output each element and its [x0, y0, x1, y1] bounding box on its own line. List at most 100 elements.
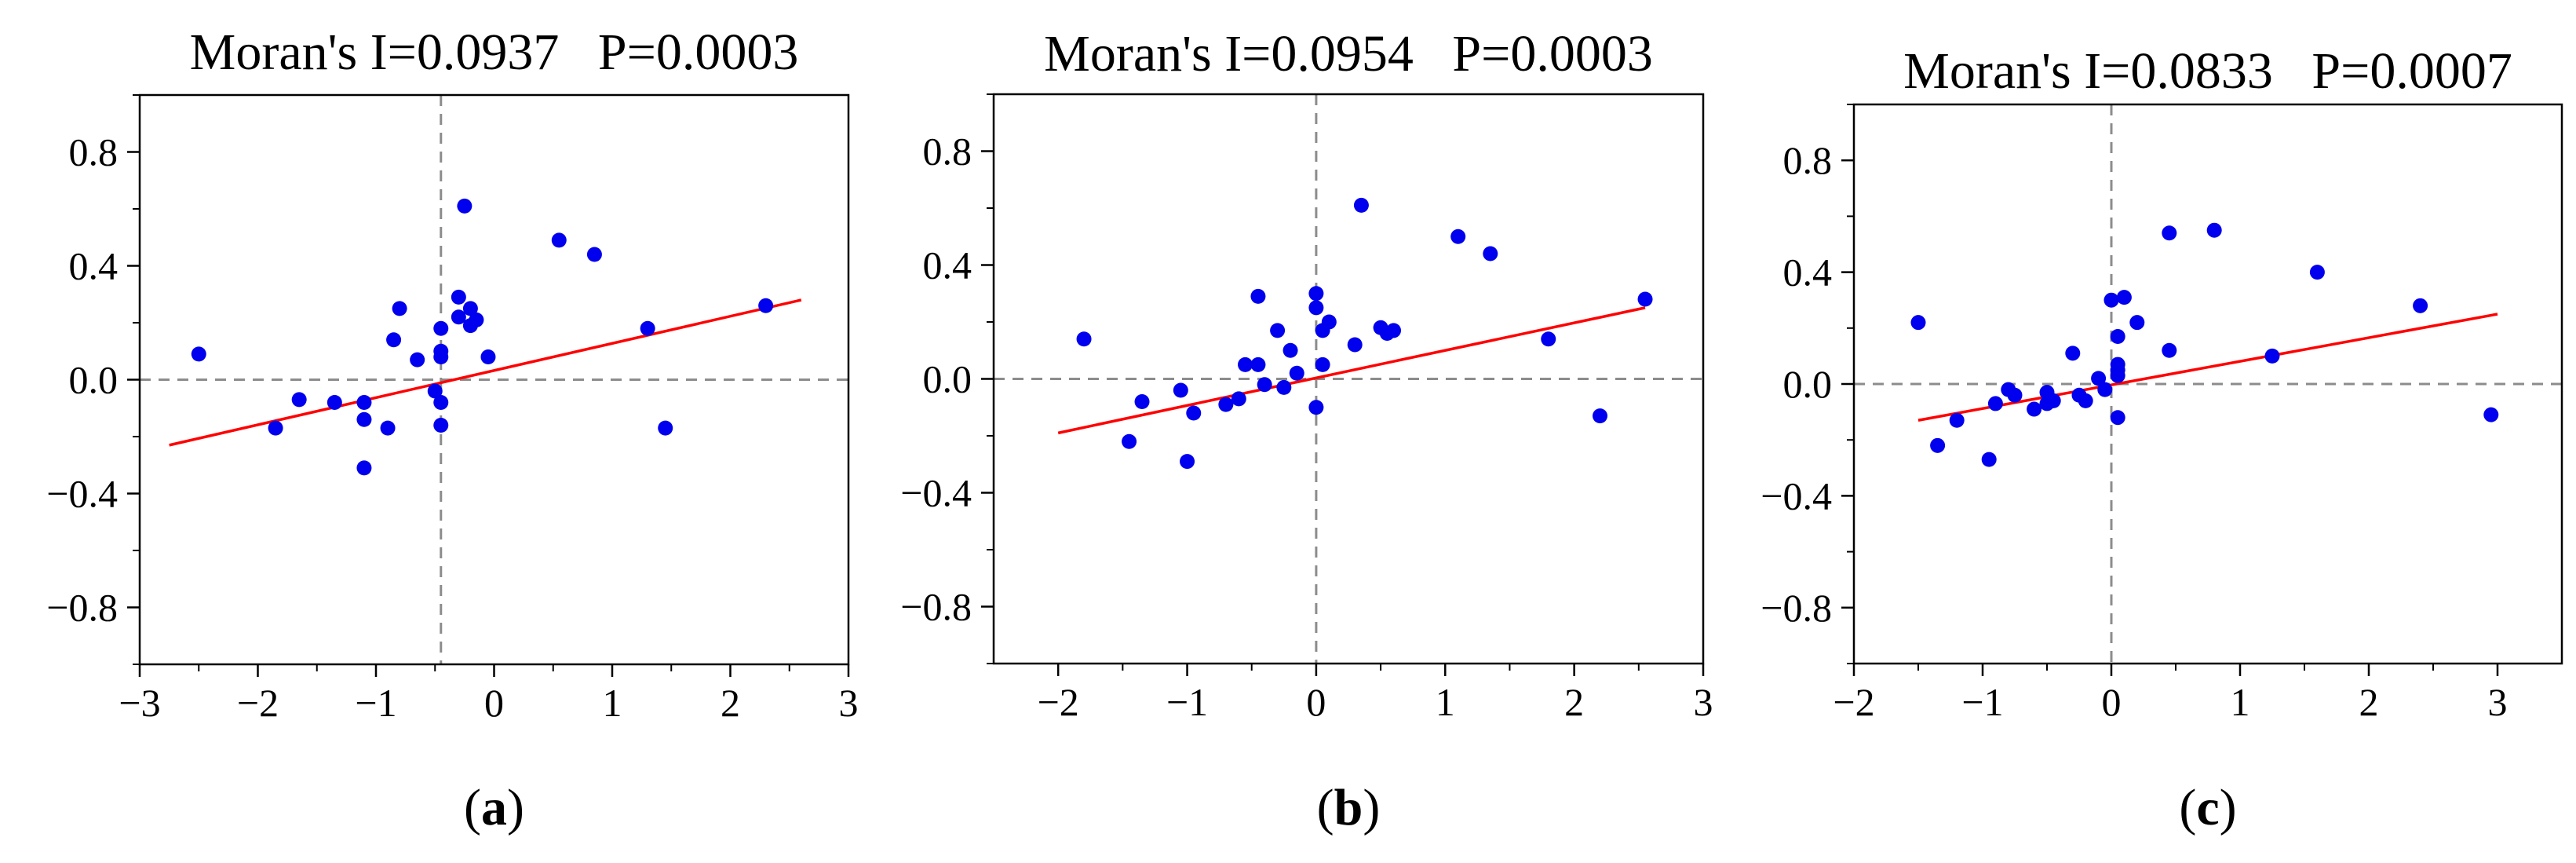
data-point — [1308, 300, 1324, 316]
panel-label: (b) — [1317, 779, 1381, 836]
panel-label-paren-close: ) — [2220, 779, 2237, 836]
data-point — [433, 320, 449, 336]
data-point — [2413, 298, 2428, 313]
data-point — [1289, 365, 1304, 381]
y-tick-label: −0.4 — [1761, 474, 1832, 517]
data-point — [2078, 393, 2093, 408]
plot-frame — [1852, 103, 2563, 665]
data-point — [1981, 452, 1997, 467]
data-point — [1180, 454, 1195, 470]
data-point — [2110, 357, 2125, 372]
data-point — [1353, 197, 1369, 213]
panel-label-letter: c — [2196, 779, 2219, 836]
data-point — [1134, 394, 1150, 409]
data-point — [1186, 405, 1202, 421]
panel-label-paren-close: ) — [1363, 779, 1380, 836]
x-tick-label: 3 — [2488, 680, 2508, 724]
data-point — [2007, 387, 2023, 403]
y-tick-label: 0.4 — [923, 243, 972, 287]
x-tick-label: 1 — [1436, 680, 1455, 724]
x-tick-label: −1 — [1166, 680, 1208, 724]
data-point — [480, 349, 496, 364]
x-tick-label: −1 — [355, 681, 396, 725]
data-point — [356, 395, 372, 410]
plot-frame — [138, 93, 850, 666]
data-point — [1321, 314, 1337, 330]
data-point — [1250, 288, 1266, 304]
x-tick-label: 1 — [2231, 680, 2250, 724]
data-point — [462, 301, 478, 316]
x-tick-label: 0 — [2102, 680, 2122, 724]
data-point — [427, 383, 443, 399]
data-point — [268, 420, 283, 436]
y-tick-label: 0.8 — [1783, 138, 1833, 182]
data-point — [2065, 346, 2081, 361]
data-point — [658, 420, 673, 436]
data-point — [1386, 323, 1402, 338]
data-point — [1315, 357, 1330, 372]
regression-line — [1057, 306, 1646, 435]
data-point — [191, 346, 206, 362]
data-point — [1270, 323, 1286, 338]
x-tick-label: −2 — [1038, 680, 1079, 724]
x-tick-label: 3 — [1694, 680, 1713, 724]
data-point — [1250, 357, 1266, 372]
y-tick-label: 0.8 — [69, 130, 119, 174]
data-point — [1218, 397, 1234, 412]
data-point — [1483, 246, 1498, 261]
data-point — [1347, 337, 1363, 353]
data-point — [1910, 315, 1926, 331]
data-point — [1238, 357, 1253, 372]
data-point — [1637, 291, 1653, 307]
x-tick-label: 2 — [1564, 680, 1584, 724]
data-point — [1122, 433, 1137, 449]
chart-title: Moran's I=0.0954 P=0.0003 — [1044, 25, 1653, 82]
data-point — [1987, 396, 2003, 411]
y-tick-label: 0.8 — [923, 130, 972, 174]
data-point — [1173, 382, 1188, 398]
data-point — [2027, 401, 2042, 417]
data-point — [433, 395, 449, 410]
data-point — [1541, 331, 1556, 347]
panel-label-paren-open: ( — [2179, 779, 2196, 836]
data-point — [2162, 225, 2177, 241]
data-point — [469, 312, 484, 327]
panel-label-paren-open: ( — [464, 779, 481, 836]
data-point — [1949, 412, 1965, 428]
panel-c: −2 −1 0 1 2 3 0.8 0.4 0.0 −0.4 −0.8 Moran's I=0.083… — [1761, 42, 2563, 836]
y-tick-label: −0.8 — [1761, 586, 1832, 630]
data-point — [1076, 331, 1092, 347]
data-point — [356, 460, 372, 476]
chart-title: Moran's I=0.0937 P=0.0003 — [190, 24, 799, 81]
regression-line — [169, 298, 802, 447]
panel-label-letter: a — [481, 779, 507, 836]
data-point — [1308, 286, 1324, 302]
data-point — [2206, 222, 2222, 238]
data-point — [410, 352, 425, 368]
panel-b: −2 −1 0 1 2 3 0.8 0.4 0.0 −0.4 −0.8 Moran's I=0.095… — [900, 25, 1713, 836]
data-point — [2091, 371, 2107, 386]
data-point — [1450, 229, 1466, 244]
data-point — [451, 309, 466, 325]
data-point — [386, 332, 402, 348]
panel-label-paren-open: ( — [1317, 779, 1334, 836]
data-point — [2116, 290, 2132, 305]
data-point — [2110, 410, 2125, 426]
x-tick-label: −1 — [1961, 680, 2003, 724]
data-point — [1283, 342, 1298, 358]
x-tick-label: 0 — [1306, 680, 1326, 724]
chart-title: Moran's I=0.0833 P=0.0007 — [1903, 42, 2512, 100]
data-point — [1276, 379, 1292, 395]
data-point — [2045, 393, 2061, 408]
x-tick-label: 1 — [603, 681, 622, 725]
data-point — [356, 411, 372, 427]
x-tick-label: −3 — [119, 681, 160, 725]
y-tick-label: 0.0 — [923, 357, 972, 401]
data-point — [380, 420, 396, 436]
y-tick-label: −0.4 — [900, 471, 972, 515]
data-point — [291, 392, 307, 408]
y-tick-label: 0.0 — [69, 358, 119, 402]
y-tick-label: −0.4 — [46, 472, 118, 516]
y-tick-label: −0.8 — [46, 586, 118, 630]
x-tick-label: −2 — [1833, 680, 1874, 724]
